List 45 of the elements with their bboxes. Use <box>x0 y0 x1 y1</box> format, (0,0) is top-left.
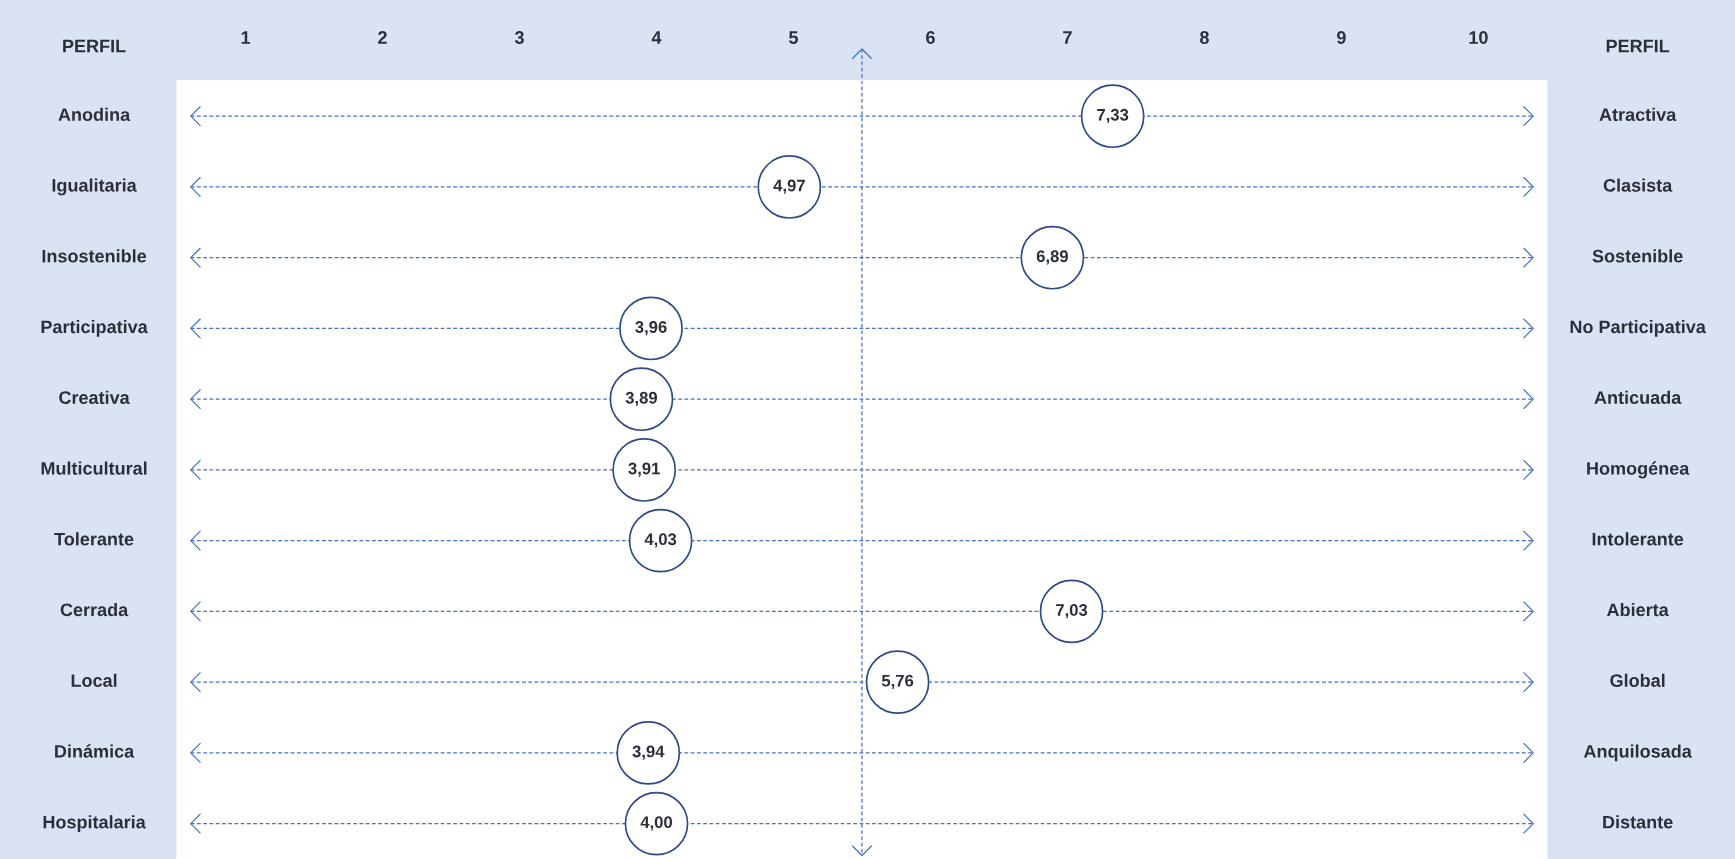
y-tick-label: Participativa <box>41 320 148 337</box>
y2-tick-label: Clasista <box>1603 178 1673 192</box>
x-tick-label: 1 <box>241 31 251 44</box>
data-label: 3,96 <box>635 321 667 336</box>
y2-tick-label: Atractiva <box>1599 107 1677 122</box>
x-tick-label: 9 <box>1337 31 1346 44</box>
data-label: 3,89 <box>625 391 658 407</box>
x-tick-label: 4 <box>651 31 662 44</box>
y2-axis-title: PERFIL <box>1606 39 1670 53</box>
y2-tick-label: Sostenible <box>1592 249 1683 263</box>
y-tick-label: Dinámica <box>55 744 135 758</box>
y-tick-label: Multicultural <box>41 461 147 475</box>
x-tick-label: 8 <box>1199 31 1209 44</box>
data-label: 7,03 <box>1056 604 1088 619</box>
y2-tick-label: Anquilosada <box>1583 744 1692 762</box>
y-tick-label: Igualitaria <box>52 178 137 196</box>
y2-tick-label: Homogénea <box>1587 461 1690 479</box>
y-tick-label: Insostenible <box>42 249 147 263</box>
y-tick-label: Local <box>71 673 117 687</box>
y-tick-label: Cerrada <box>60 602 129 617</box>
y2-tick-label: Intolerante <box>1592 532 1684 546</box>
y-tick-label: Anodina <box>58 107 131 122</box>
data-label: 4,00 <box>640 816 673 831</box>
x-tick-label: 2 <box>378 31 387 44</box>
y-tick-label: Tolerante <box>54 532 134 546</box>
data-label: 6,89 <box>1036 250 1068 265</box>
x-tick-label: 10 <box>1469 31 1488 44</box>
data-label: 7,33 <box>1097 108 1129 124</box>
x-tick-label: 6 <box>926 31 935 44</box>
y2-tick-label: Abierta <box>1606 602 1669 617</box>
y2-tick-label: No Participativa <box>1570 320 1706 337</box>
data-label: 3,94 <box>632 745 665 760</box>
y-tick-label: Hospitalaria <box>43 815 146 833</box>
y-tick-label: Creativa <box>59 390 130 405</box>
x-tick-label: 7 <box>1063 31 1072 44</box>
y2-tick-label: Global <box>1610 673 1665 687</box>
y-axis-title: PERFIL <box>63 39 126 53</box>
y2-tick-label: Distante <box>1603 815 1673 829</box>
data-label: 3,91 <box>628 462 660 477</box>
data-label: 5,76 <box>881 674 914 690</box>
x-tick-label: 3 <box>514 31 524 44</box>
x-tick-label: 5 <box>789 31 798 44</box>
data-label: 4,97 <box>773 179 805 194</box>
y2-tick-label: Anticuada <box>1594 390 1682 405</box>
data-label: 4,03 <box>644 533 677 548</box>
